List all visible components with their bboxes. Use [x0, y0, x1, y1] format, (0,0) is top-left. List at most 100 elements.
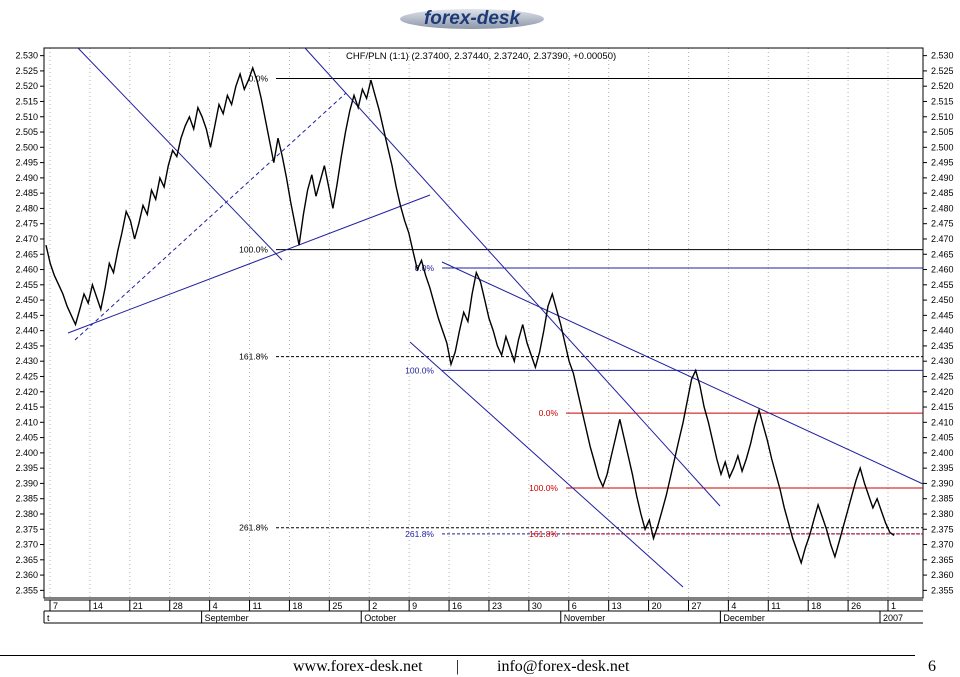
y-tick-label-right: 2.530 — [931, 51, 954, 61]
y-tick-label-right: 2.490 — [931, 173, 954, 183]
footer: www.forex-desk.net | info@forex-desk.net… — [0, 655, 960, 677]
x-tick-label: 25 — [332, 601, 342, 611]
x-month-label: 2007 — [883, 613, 903, 623]
x-tick-label: 30 — [532, 601, 542, 611]
y-tick-label-left: 2.400 — [15, 448, 38, 458]
y-tick-label-right: 2.480 — [931, 203, 954, 213]
y-tick-label-left: 2.355 — [15, 585, 38, 595]
x-tick-label: 18 — [292, 601, 302, 611]
footer-email[interactable]: info@forex-desk.net — [497, 658, 630, 675]
y-tick-label-right: 2.410 — [931, 417, 954, 427]
x-tick-label: 23 — [492, 601, 502, 611]
y-tick-label-left: 2.420 — [15, 387, 38, 397]
y-tick-label-left: 2.480 — [15, 203, 38, 213]
y-tick-label-left: 2.410 — [15, 417, 38, 427]
y-tick-label-left: 2.445 — [15, 310, 38, 320]
trendline — [304, 47, 721, 507]
y-tick-label-left: 2.505 — [15, 127, 38, 137]
fib-level-label: 100.0% — [529, 483, 558, 493]
x-tick-label: 4 — [213, 601, 218, 611]
y-tick-label-left: 2.465 — [15, 249, 38, 259]
y-tick-label-left: 2.430 — [15, 356, 38, 366]
x-tick-label: 11 — [253, 601, 262, 611]
y-tick-label-left: 2.520 — [15, 81, 38, 91]
y-tick-label-left: 2.470 — [15, 234, 38, 244]
y-tick-label-left: 2.460 — [15, 265, 38, 275]
y-tick-label-right: 2.440 — [931, 326, 954, 336]
y-tick-label-right: 2.390 — [931, 478, 954, 488]
x-tick-label: 27 — [691, 601, 701, 611]
x-month-label: November — [564, 613, 606, 623]
y-tick-label-left: 2.530 — [15, 51, 38, 61]
y-tick-label-left: 2.390 — [15, 478, 38, 488]
fib-level-label: 161.8% — [239, 352, 268, 362]
y-tick-label-right: 2.450 — [931, 295, 954, 305]
x-tick-label: 11 — [771, 601, 780, 611]
plot-frame — [43, 47, 924, 599]
trendline — [77, 47, 283, 261]
y-tick-label-right: 2.475 — [931, 219, 954, 229]
grid — [49, 48, 889, 598]
y-tick-label-right: 2.455 — [931, 280, 954, 290]
y-tick-label-left: 2.370 — [15, 540, 38, 550]
y-tick-label-right: 2.395 — [931, 463, 954, 473]
trendline — [67, 194, 431, 334]
fib-level-label: 100.0% — [239, 245, 268, 255]
x-tick-label: 28 — [173, 601, 183, 611]
y-tick-label-left: 2.365 — [15, 555, 38, 565]
x-tick-label: 21 — [133, 601, 143, 611]
x-month-label: October — [364, 613, 396, 623]
y-tick-label-left: 2.515 — [15, 96, 38, 106]
chart-title: CHF/PLN (1:1) (2.37400, 2.37440, 2.37240… — [346, 51, 616, 62]
axes: 2.355 2.355 2.360 2.360 2.365 2.365 2.370 2.370… — [15, 47, 954, 624]
x-tick-label: 9 — [412, 601, 417, 611]
fib-level-label: 100.0% — [405, 365, 434, 375]
trendlines — [67, 47, 924, 588]
y-tick-label-right: 2.430 — [931, 356, 954, 366]
y-tick-label-left: 2.425 — [15, 371, 38, 381]
x-tick-label: 4 — [731, 601, 736, 611]
x-tick-label: 13 — [612, 601, 622, 611]
y-tick-label-left: 2.495 — [15, 158, 38, 168]
fib-level-label: 161.8% — [529, 529, 558, 539]
x-tick-label: 7 — [53, 601, 58, 611]
y-tick-label-left: 2.385 — [15, 494, 38, 504]
y-tick-label-right: 2.515 — [931, 96, 954, 106]
y-tick-label-right: 2.375 — [931, 524, 954, 534]
y-tick-label-right: 2.485 — [931, 188, 954, 198]
y-tick-label-right: 2.355 — [931, 585, 954, 595]
y-tick-label-right: 2.360 — [931, 570, 954, 580]
y-tick-label-right: 2.385 — [931, 494, 954, 504]
y-tick-label-right: 2.380 — [931, 509, 954, 519]
x-tick-label: 26 — [851, 601, 861, 611]
x-tick-label: 2 — [372, 601, 377, 611]
y-tick-label-left: 2.415 — [15, 402, 38, 412]
x-month-label: September — [205, 613, 249, 623]
footer-separator: | — [456, 658, 460, 675]
x-tick-label: 18 — [811, 601, 821, 611]
y-tick-label-right: 2.520 — [931, 81, 954, 91]
y-tick-label-left: 2.360 — [15, 570, 38, 580]
y-tick-label-right: 2.510 — [931, 112, 954, 122]
y-tick-label-left: 2.485 — [15, 188, 38, 198]
trendline — [441, 261, 924, 485]
x-tick-label: 1 — [891, 601, 896, 611]
x-month-label: t — [47, 613, 50, 623]
fibonacci-levels: 0.0% 100.0% 161.8% 261.8% 0.0% 100.0% 261.8% 0.… — [239, 74, 923, 539]
y-tick-label-left: 2.440 — [15, 326, 38, 336]
y-tick-label-right: 2.470 — [931, 234, 954, 244]
y-tick-label-right: 2.505 — [931, 127, 954, 137]
price-series — [45, 65, 895, 566]
footer-website[interactable]: www.forex-desk.net — [293, 658, 423, 675]
fib-level-label: 0.0% — [539, 408, 559, 418]
footer-rule — [0, 655, 915, 656]
y-tick-label-left: 2.395 — [15, 463, 38, 473]
y-tick-label-left: 2.475 — [15, 219, 38, 229]
fib-level-label: 261.8% — [405, 529, 434, 539]
y-tick-label-right: 2.460 — [931, 265, 954, 275]
y-tick-label-left: 2.525 — [15, 66, 38, 76]
trendline — [74, 92, 347, 341]
trendline — [409, 341, 684, 588]
x-tick-label: 20 — [652, 601, 662, 611]
y-tick-label-right: 2.425 — [931, 371, 954, 381]
